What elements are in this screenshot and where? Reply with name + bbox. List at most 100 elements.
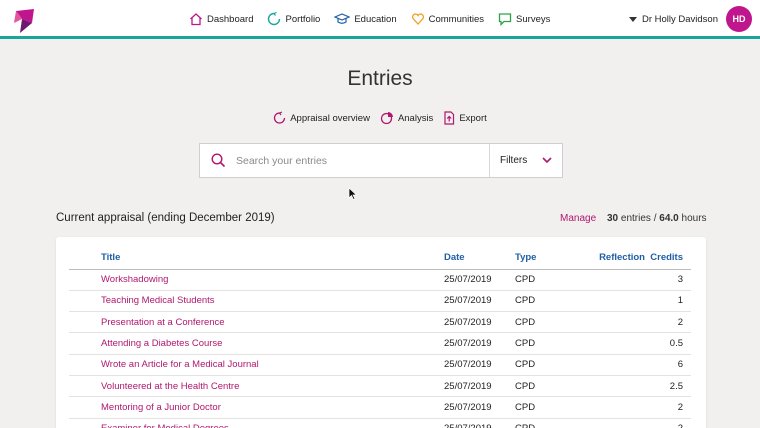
entry-type: CPD [515,332,585,355]
nav-surveys[interactable]: Surveys [498,12,550,26]
search-bar: Filters [199,143,563,178]
page-actions: Appraisal overview Analysis Export [0,111,760,125]
nav-education-label: Education [354,13,397,25]
search-input[interactable] [236,144,489,177]
entry-title[interactable]: Volunteered at the Health Centre [69,375,444,398]
entry-reflection [585,332,645,355]
mouse-cursor-icon [348,187,357,200]
nav-portfolio[interactable]: Portfolio [267,12,320,26]
user-menu[interactable]: Dr Holly Davidson HD [628,6,752,32]
heart-icon [411,13,424,25]
entry-title[interactable]: Wrote an Article for a Medical Journal [69,354,444,376]
appraisal-overview-link[interactable]: Appraisal overview [273,111,370,125]
export-label: Export [459,112,487,124]
column-header-credits[interactable]: Credits [645,247,691,270]
export-link[interactable]: Export [443,111,487,125]
appraisal-overview-label: Appraisal overview [290,112,370,124]
column-header-type[interactable]: Type [515,247,585,270]
graduation-cap-icon [334,13,351,24]
column-header-title[interactable]: Title [69,247,444,270]
entry-reflection [585,354,645,376]
entry-type: CPD [515,269,585,291]
entry-credits: 2.5 [645,375,691,398]
nav-communities[interactable]: Communities [411,12,484,26]
nav-dashboard[interactable]: Dashboard [189,12,253,26]
pie-chart-icon [380,112,393,125]
entry-credits: 6 [645,354,691,376]
entry-title[interactable]: Attending a Diabetes Course [69,332,444,355]
portfolio-icon [268,12,281,26]
entry-date: 25/07/2019 [444,290,515,313]
filters-label: Filters [500,155,528,166]
app-logo[interactable] [12,9,36,33]
user-name: Dr Holly Davidson [641,13,718,25]
entry-reflection [585,311,645,334]
table-row[interactable]: Teaching Medical Students 25/07/2019 CPD… [69,290,691,313]
entry-credits: 1 [645,290,691,313]
table-row[interactable]: Workshadowing 25/07/2019 CPD 3 [69,269,691,291]
nav-portfolio-label: Portfolio [285,13,321,25]
entries-label: entries / [620,213,657,224]
table-row[interactable]: Attending a Diabetes Course 25/07/2019 C… [69,332,691,355]
entry-title[interactable]: Teaching Medical Students [69,290,444,313]
entry-date: 25/07/2019 [444,418,515,428]
entry-credits: 3 [645,269,691,291]
search-icon[interactable] [200,144,236,177]
table-header-row: Title Date Type Reflection Credits [69,247,691,270]
nav-dashboard-label: Dashboard [207,13,254,25]
entry-title[interactable]: Presentation at a Conference [69,311,444,334]
hours-label: hours [681,213,707,224]
nav-communities-label: Communities [428,13,485,25]
entry-reflection [585,375,645,398]
main-nav: Dashboard Portfolio Education Communitie… [189,0,564,38]
entries-card: Title Date Type Reflection Credits Works… [56,237,706,428]
appraisal-summary: 30 entries / 64.0 hours [607,213,707,224]
entry-date: 25/07/2019 [444,396,515,419]
entry-title[interactable]: Mentoring of a Junior Doctor [69,396,444,419]
table-row[interactable]: Mentoring of a Junior Doctor 25/07/2019 … [69,396,691,419]
appraisal-heading: Current appraisal (ending December 2019) [56,212,275,224]
entries-table: Title Date Type Reflection Credits Works… [69,247,691,428]
entry-type: CPD [515,418,585,428]
nav-surveys-label: Surveys [516,13,551,25]
entry-type: CPD [515,396,585,419]
table-row[interactable]: Wrote an Article for a Medical Journal 2… [69,354,691,376]
entry-date: 25/07/2019 [444,332,515,355]
appraisal-icon [274,111,286,124]
filters-dropdown[interactable]: Filters [489,144,562,177]
entry-type: CPD [515,290,585,313]
table-row[interactable]: Volunteered at the Health Centre 25/07/2… [69,375,691,398]
entry-reflection [585,290,645,313]
entry-reflection [585,418,645,428]
entry-credits: 2 [645,311,691,334]
chat-bubble-icon [498,13,512,26]
entry-credits: 0.5 [645,332,691,355]
entry-title[interactable]: Examiner for Medical Degrees [69,418,444,428]
entry-credits: 2 [645,418,691,428]
entry-date: 25/07/2019 [444,354,515,376]
column-header-date[interactable]: Date [444,247,515,270]
top-navigation-bar: Dashboard Portfolio Education Communitie… [0,0,760,39]
entry-credits: 2 [645,396,691,419]
entries-count: 30 [607,213,619,224]
table-row[interactable]: Examiner for Medical Degrees 25/07/2019 … [69,418,691,428]
entry-type: CPD [515,375,585,398]
avatar[interactable]: HD [726,6,752,32]
caret-down-icon [628,16,637,22]
entry-reflection [585,269,645,291]
page-title: Entries [347,67,413,90]
column-header-reflection[interactable]: Reflection [585,247,645,270]
hours-value: 64.0 [659,213,679,224]
chevron-down-icon [542,157,552,164]
analysis-label: Analysis [397,112,434,124]
entry-type: CPD [515,311,585,334]
entry-title[interactable]: Workshadowing [69,269,444,291]
entry-reflection [585,396,645,419]
export-icon [444,111,455,125]
table-row[interactable]: Presentation at a Conference 25/07/2019 … [69,311,691,334]
analysis-link[interactable]: Analysis [380,111,433,125]
entry-type: CPD [515,354,585,376]
manage-link[interactable]: Manage [560,213,597,224]
nav-education[interactable]: Education [334,12,397,26]
entry-date: 25/07/2019 [444,375,515,398]
